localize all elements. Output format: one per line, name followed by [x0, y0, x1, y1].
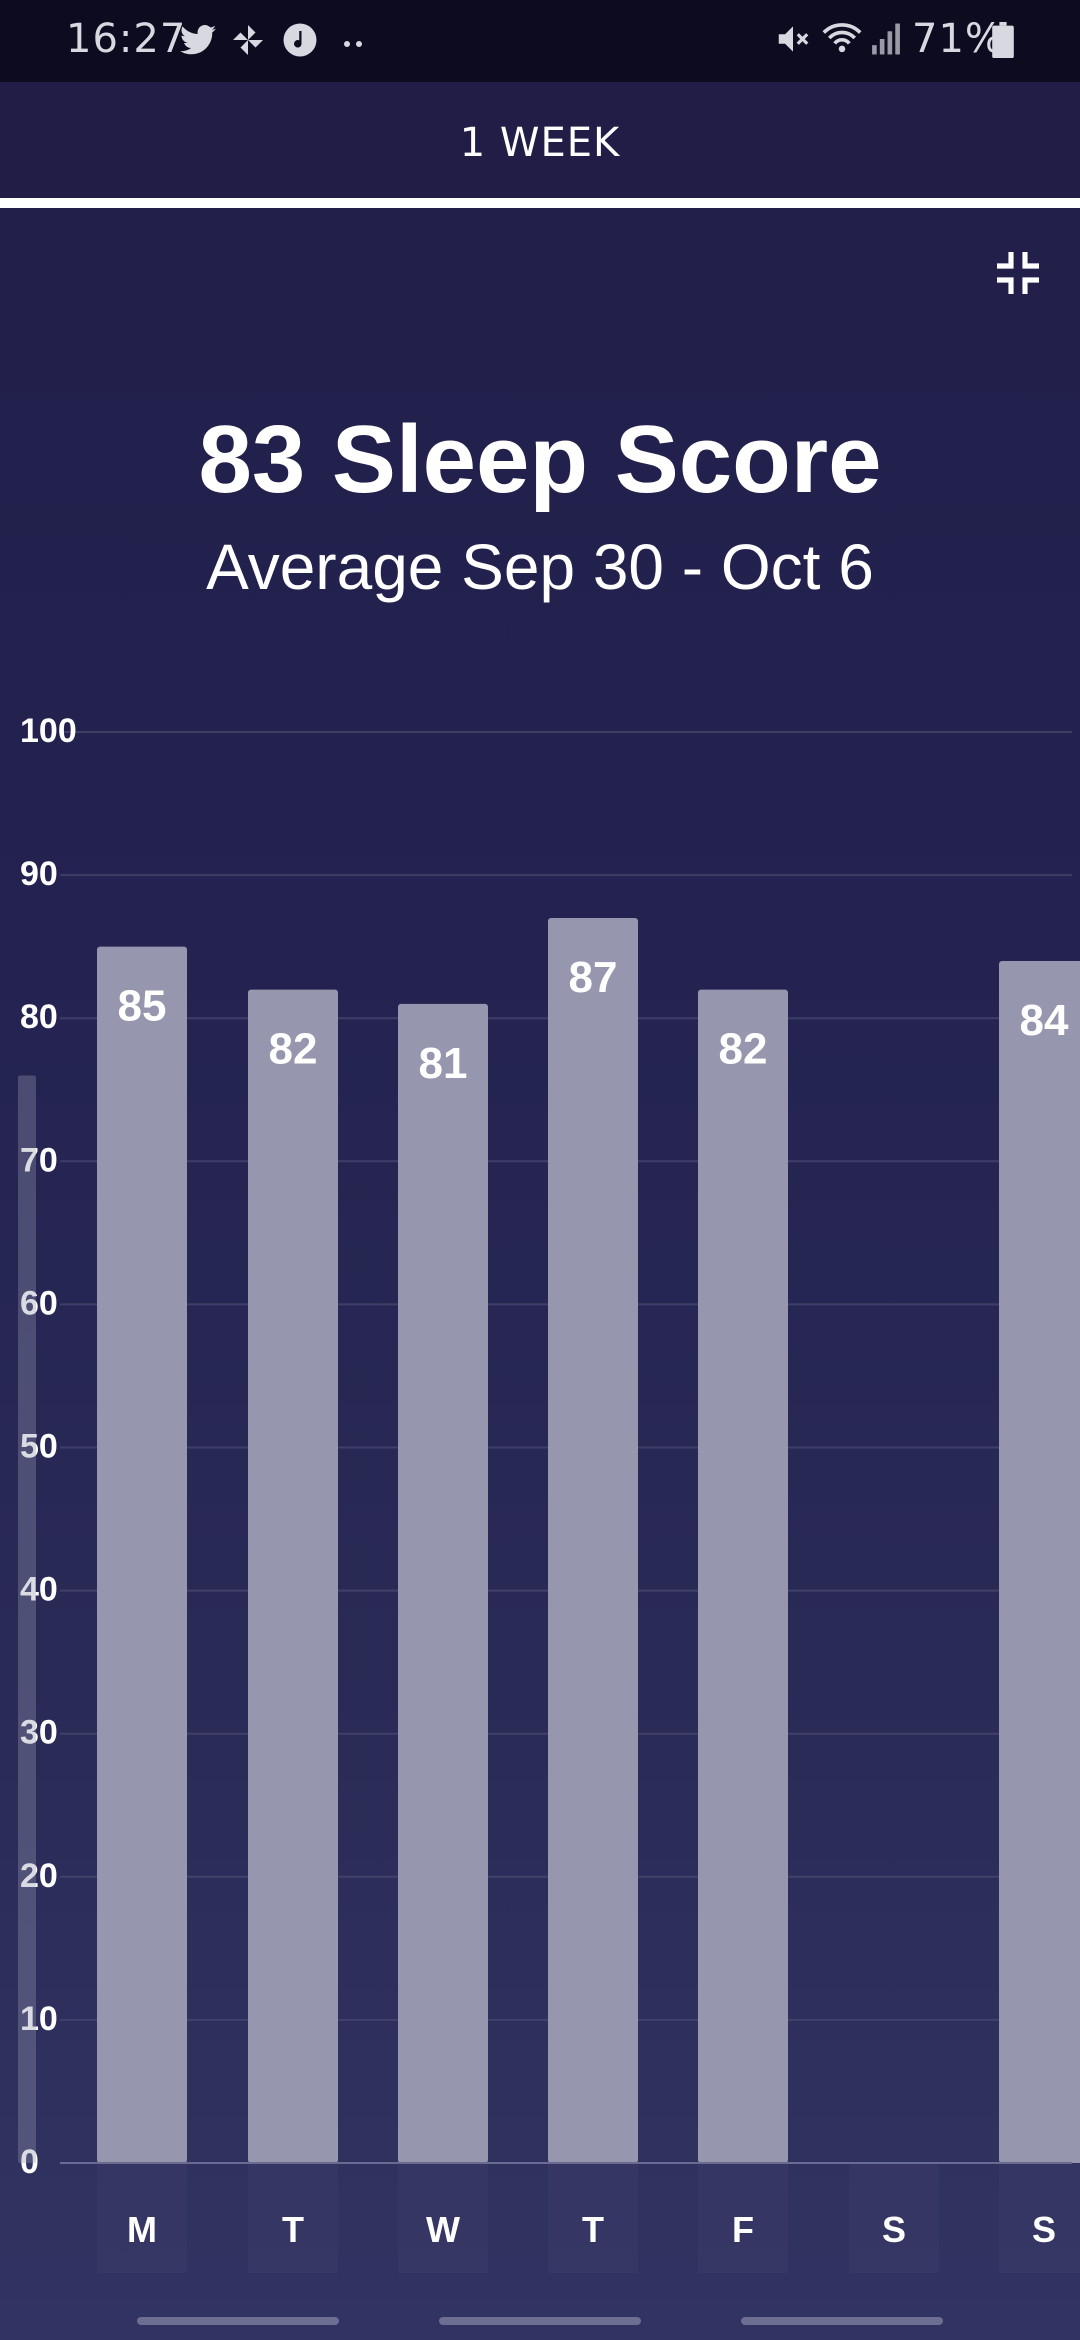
x-tick-label: S: [1032, 2209, 1056, 2250]
battery-icon: [992, 22, 1014, 62]
more-dots-icon: [342, 34, 366, 53]
y-tick-label: 100: [20, 712, 77, 750]
page-indicator-3: [741, 2317, 943, 2325]
x-tick-label: S: [882, 2209, 906, 2250]
wifi-icon: [820, 18, 864, 62]
x-tick-label: M: [127, 2209, 157, 2250]
y-tick-label: 40: [20, 1571, 58, 1609]
tab-underline: [0, 198, 1080, 208]
status-time: 16:27: [66, 16, 187, 62]
x-tick-label: T: [282, 2209, 304, 2250]
status-bar: 16:27: [0, 0, 1080, 82]
bar-data-label: 82: [269, 1025, 318, 1074]
bar-data-label: 87: [569, 953, 618, 1002]
bar-w-2: [398, 1003, 488, 2163]
average-score-title: 83 Sleep Score: [198, 406, 882, 513]
bar-m-0: [97, 946, 187, 2163]
y-tick-label: 20: [20, 1857, 58, 1895]
y-tick-label: 50: [20, 1428, 58, 1466]
x-tick-label: W: [426, 2209, 460, 2250]
x-column-shade: [849, 2163, 939, 2273]
x-tick-label: T: [582, 2209, 604, 2250]
bar-t-3: [548, 918, 638, 2163]
mute-icon: [774, 20, 812, 62]
x-column-shade: [548, 2163, 638, 2273]
range-header: 1 WEEK: [0, 82, 1080, 198]
x-column-shade: [398, 2163, 488, 2273]
battery-percent: 71%: [912, 16, 1004, 62]
signal-icon: [870, 22, 902, 60]
bar-t-1: [248, 989, 338, 2163]
x-column-shade: [999, 2163, 1080, 2273]
bar-data-label: 84: [1020, 996, 1069, 1045]
bar-s-6: [999, 960, 1080, 2163]
page-indicator-2: [439, 2317, 641, 2325]
x-column-shade: [97, 2163, 187, 2273]
x-column-shade: [698, 2163, 788, 2273]
twitter-icon: [180, 24, 216, 60]
music-note-icon: [282, 22, 318, 62]
x-tick-label: F: [732, 2209, 754, 2250]
y-tick-label: 80: [20, 998, 58, 1036]
tab-1-week[interactable]: 1 WEEK: [459, 120, 621, 166]
exit-fullscreen-icon[interactable]: [990, 245, 1046, 301]
bar-data-label: 81: [419, 1039, 468, 1088]
y-tick-label: 10: [20, 2000, 58, 2038]
page-indicator-1: [137, 2317, 339, 2325]
y-tick-label: 0: [20, 2143, 39, 2181]
bar-data-label: 85: [118, 982, 167, 1031]
y-tick-label: 30: [20, 1714, 58, 1752]
bar-f-4: [698, 989, 788, 2163]
previous-week-bar: [18, 1075, 36, 2163]
bar-data-label: 82: [719, 1025, 768, 1074]
x-column-shade: [248, 2163, 338, 2273]
date-range-subtitle: Average Sep 30 - Oct 6: [206, 531, 874, 603]
pinwheel-icon: [230, 22, 266, 62]
y-tick-label: 60: [20, 1284, 58, 1322]
y-tick-label: 70: [20, 1141, 58, 1179]
y-tick-label: 90: [20, 855, 58, 893]
